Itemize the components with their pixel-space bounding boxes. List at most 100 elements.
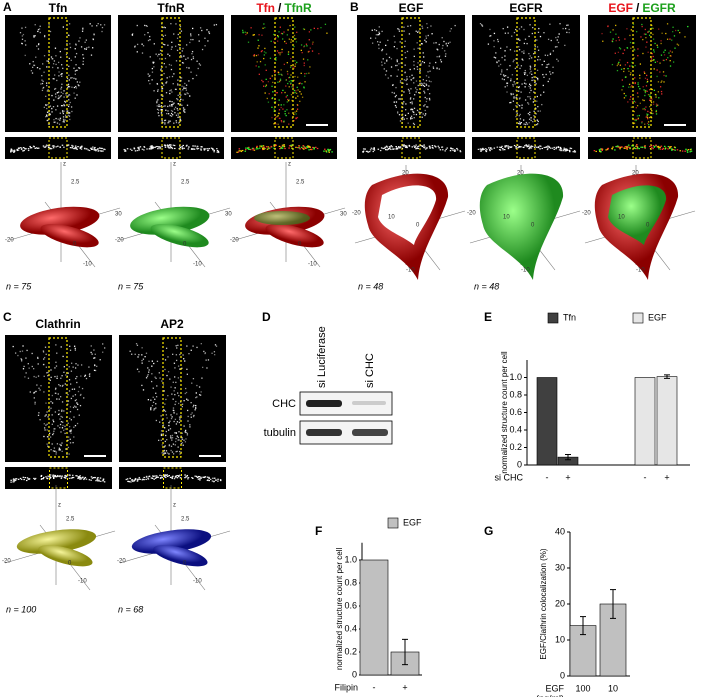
speckle [430,25,432,27]
speckle [14,352,17,354]
speckle [442,149,444,151]
speckle [499,63,502,66]
surface-3d [40,224,99,248]
speckle [166,112,168,115]
speckle [390,66,393,68]
speckle [166,81,168,83]
speckle [163,26,165,28]
speckle [441,47,444,49]
speckle [43,476,45,479]
speckle [283,144,286,146]
speckle [77,364,79,366]
speckle [99,477,102,479]
speckle [559,146,562,149]
speckle [293,120,295,122]
speckle [208,476,210,479]
speckle [504,146,506,148]
speckle [154,146,156,149]
speckle [56,79,58,82]
speckle [80,46,83,48]
speckle [616,146,619,148]
speckle [307,146,310,149]
speckle [13,149,16,151]
speckle [100,147,102,149]
speckle [37,30,39,33]
speckle [186,476,188,478]
speckle [394,41,396,43]
speckle [57,97,59,100]
speckle [289,76,291,79]
speckle [74,394,77,396]
axis-3d-label: -20 [117,559,126,565]
axis-3d-label: 0 [183,242,187,248]
speckle [394,96,397,98]
speckle [57,145,59,147]
speckle [181,85,183,87]
speckle [150,399,152,401]
speckle [665,58,668,61]
speckle [169,120,171,122]
speckle [252,147,255,149]
speckle [261,148,264,150]
speckle [562,150,564,152]
speckle [185,44,188,46]
speckle [63,104,66,107]
speckle [68,425,71,428]
speckle [444,150,446,152]
speckle [489,35,491,37]
speckle [676,149,679,151]
speckle [419,70,421,73]
speckle [48,123,50,125]
speckle [168,104,171,106]
speckle [398,30,401,32]
speckle [191,53,193,55]
speckle [73,67,75,69]
speckle [144,24,146,27]
speckle [157,439,160,442]
speckle [46,60,48,62]
speckle [185,93,187,96]
blot-row-label: tubulin [264,427,296,439]
speckle [47,123,50,125]
speckle [406,76,408,78]
speckle [153,362,155,365]
speckle [61,83,63,85]
speckle [634,82,636,84]
speckle [97,480,99,482]
speckle [288,77,290,79]
speckle [599,148,602,150]
speckle [165,434,167,437]
speckle [256,146,258,148]
speckle [425,37,428,39]
speckle [537,146,540,149]
speckle [306,147,309,149]
speckle [131,149,133,151]
speckle [294,91,296,94]
micrograph [5,335,112,462]
speckle [568,149,571,152]
speckle [84,48,86,50]
speckle [298,82,300,85]
speckle [85,377,88,380]
speckle [280,69,282,71]
speckle [278,117,281,119]
speckle [199,64,202,66]
speckle [565,149,567,151]
speckle [479,23,482,25]
speckle [540,94,542,96]
speckle [51,394,54,397]
speckle [557,146,560,148]
speckle [531,77,533,79]
speckle [428,93,431,95]
speckle [502,74,505,76]
speckle [184,441,187,443]
speckle [181,438,183,440]
speckle [504,145,506,147]
speckle [70,397,73,400]
speckle [67,372,69,374]
speckle [57,393,59,395]
speckle [408,144,411,147]
speckle [400,62,402,64]
speckle [506,91,508,93]
speckle [158,146,160,148]
